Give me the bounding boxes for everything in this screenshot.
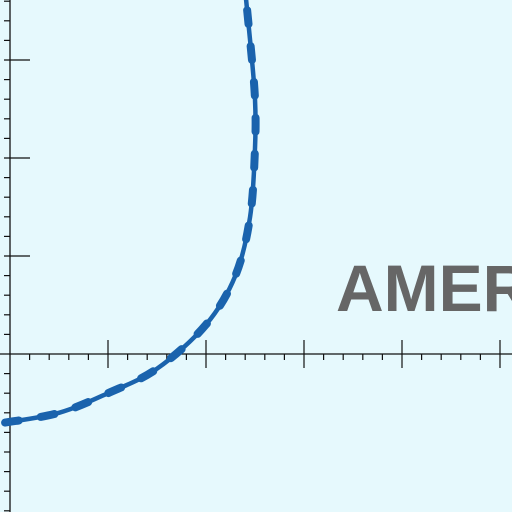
series-group xyxy=(1,0,260,427)
series-line xyxy=(2,0,258,425)
tick-marks xyxy=(4,0,501,512)
watermark-text: AMER xyxy=(336,251,512,325)
series-line-dashes xyxy=(1,0,260,427)
